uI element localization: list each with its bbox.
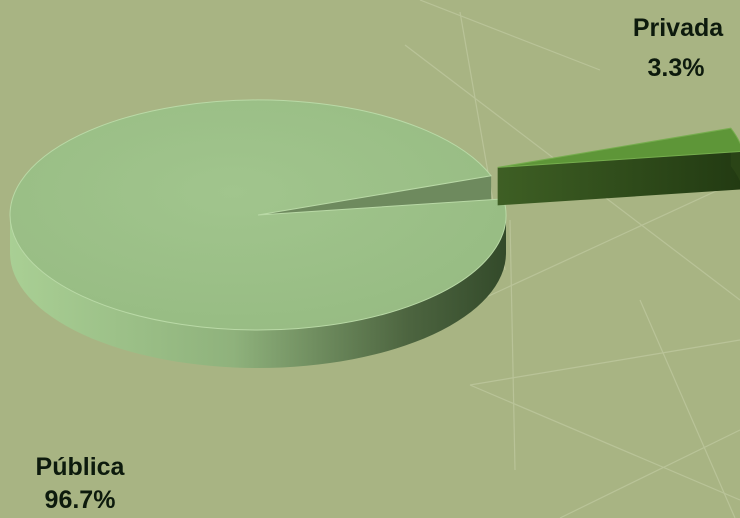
background-lines (404, 0, 740, 518)
label-publica-name: Pública (36, 453, 126, 481)
slice-publica (9, 99, 507, 331)
label-publica-value: 96.7% (45, 486, 116, 514)
label-privada-name: Privada (633, 14, 724, 42)
label-privada-value: 3.3% (648, 54, 705, 82)
slice-privada (497, 127, 740, 168)
slice-side-privada (497, 151, 740, 206)
slice-side-publica (10, 215, 506, 368)
slice-labels: Pública 96.7% Privada 3.3% (36, 14, 725, 514)
pie-slices (9, 99, 740, 368)
